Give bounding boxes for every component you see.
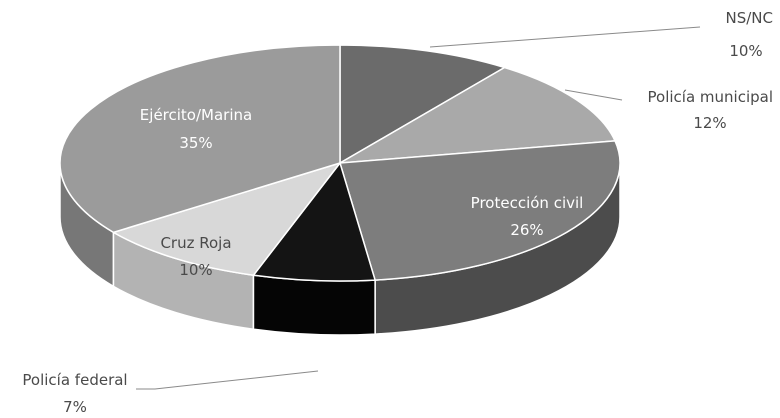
leader-line-policia-federal [136,370,319,390]
pie-slice-ejercito-marina [59,44,341,234]
slice-label-value-proteccion-civil: 26% [510,221,543,239]
pie-slice-proteccion-civil [339,140,621,281]
slice-label-value-ejercito-marina: 35% [179,134,212,152]
slice-label-name-nsnc: NS/NC [726,9,774,27]
slice-label-name-proteccion-civil: Protección civil [471,194,584,212]
slice-label-value-policia-municipal: 12% [693,114,726,132]
slice-label-name-policia-municipal: Policía municipal [648,88,774,106]
slice-label-name-policia-federal: Policía federal [22,371,127,389]
pie-sides [59,162,621,336]
pie-slice-policia-municipal [339,66,616,164]
leader-line-nsnc [429,26,701,48]
pie-slices [59,44,621,282]
leader-lines [136,26,701,390]
pie-slice-policia-federal [252,162,376,282]
slice-label-value-policia-federal: 7% [63,398,87,416]
slice-label-name-ejercito-marina: Ejército/Marina [140,106,252,124]
leader-line-policia-municipal [564,89,623,101]
slice-label-name-cruz-roja: Cruz Roja [160,234,231,252]
pie-slice-cruz-roja [112,162,341,276]
pie-slice-ns-nc [339,44,506,164]
slice-label-value-cruz-roja: 10% [179,261,212,279]
pie-side-policia-federal [252,274,376,336]
slice-label-value-nsnc: 10% [729,42,762,60]
